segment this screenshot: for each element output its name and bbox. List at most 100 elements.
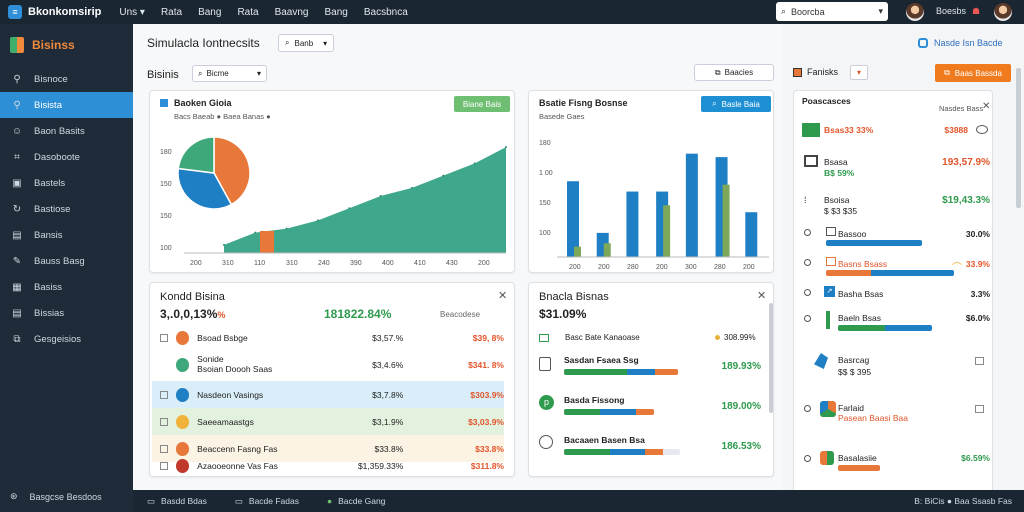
- list-item[interactable]: Basalasiie $6.59%: [802, 449, 990, 479]
- x-tick-label: 200: [190, 260, 202, 267]
- filter-dropdown[interactable]: ⌕ Banb ▾: [278, 34, 335, 52]
- sidebar-item-8[interactable]: ✎ Bauss Basg: [0, 248, 133, 274]
- status-right: B: BiCis ● Baa Ssasb Fas: [914, 496, 1012, 506]
- list-item[interactable]: Bsas33 33% $3888: [802, 121, 990, 151]
- doc-icon: [826, 257, 836, 266]
- sidebar-item-7[interactable]: ▤ Bansis: [0, 222, 133, 248]
- list-item[interactable]: ⁞ Bsoisa $ $3 $35 $19,43.3%: [802, 191, 990, 221]
- top-bar: ≡ Bkonkomsirip Uns ▾ Rata Bang Rata Baav…: [0, 0, 1024, 24]
- nav-item-4[interactable]: Rata: [237, 6, 259, 18]
- sidebar-item-10[interactable]: ▤ Bissias: [0, 300, 133, 326]
- plus-icon: ⧉: [944, 68, 950, 77]
- row-checkbox[interactable]: [160, 444, 168, 453]
- row-checkbox[interactable]: [160, 333, 168, 342]
- list-item[interactable]: Bsasa B$ 59% 193,57.9%: [802, 153, 990, 183]
- close-icon[interactable]: ✕: [982, 101, 991, 112]
- list-item[interactable]: Baeln Bsas $6.0%: [802, 309, 990, 339]
- sidebar-item-2[interactable]: ⚲ Bisista: [0, 92, 133, 118]
- top-action-button[interactable]: ⧉ Baacies: [694, 64, 774, 81]
- sidebar-footer[interactable]: ⊛ Basgcse Besdoos: [10, 491, 102, 502]
- progress-label: Sasdan Fsaea Ssg: [564, 355, 639, 365]
- pen-icon: ✎: [12, 255, 22, 267]
- checkbox-icon[interactable]: [975, 357, 984, 365]
- sidebar-item-4[interactable]: ⌗ Dasoboote: [0, 144, 133, 170]
- gift-icon: ⧉: [13, 333, 21, 345]
- sidebar-item-11[interactable]: ⧉ Gesgeisios: [0, 326, 133, 352]
- nav-item-2[interactable]: Rata: [160, 6, 183, 18]
- row-checkbox[interactable]: [160, 390, 168, 399]
- table-row[interactable]: Saeeamaastgs $3,1.9% $3,03.9%: [152, 408, 504, 435]
- row-checkbox[interactable]: [804, 315, 811, 322]
- table-row[interactable]: Bsoad Bsbge $3,57.% $39, 8%: [152, 324, 504, 351]
- sidebar-item-9[interactable]: ▦ Basiss: [0, 274, 133, 300]
- list-item-label: Bassoo: [838, 229, 867, 239]
- card-action-button[interactable]: ⌕ Basle Baia: [701, 96, 771, 112]
- status-item-2[interactable]: ▭ Bacde Fadas: [235, 496, 299, 507]
- search-icon: ⌕: [781, 6, 787, 16]
- nav-item-6[interactable]: Bang: [324, 6, 348, 18]
- header-link[interactable]: Nasde Isn Bacde: [918, 38, 1003, 48]
- row-checkbox[interactable]: [804, 289, 811, 296]
- sidebar-item-5[interactable]: ▣ Bastels: [0, 170, 133, 196]
- status-dot-icon: ●: [327, 496, 333, 506]
- row-name-line2: Bsoian Doooh Saas: [197, 363, 273, 374]
- table-row[interactable]: Sonide Bsoian Doooh Saas $3,4.6% $341. 8%: [152, 351, 504, 378]
- status-item-1[interactable]: ▭ Basdd Bdas: [147, 496, 207, 507]
- nav-item-3[interactable]: Bang: [198, 6, 222, 18]
- list-item[interactable]: Basrcag $$ $ 395: [802, 351, 990, 381]
- status-item-3[interactable]: ● Bacde Gang: [327, 496, 385, 506]
- sidebar-item-label: Bauss Basg: [34, 255, 85, 267]
- nav-item-5[interactable]: Baavng: [274, 6, 309, 18]
- row-checkbox[interactable]: [804, 259, 811, 266]
- card-action-button[interactable]: Biane Bais: [454, 96, 510, 112]
- row-checkbox[interactable]: [804, 229, 811, 236]
- sidebar-item-6[interactable]: ↻ Bastiose: [0, 196, 133, 222]
- list-item-sublabel: B$ 59%: [824, 168, 855, 178]
- scrollbar[interactable]: [769, 303, 773, 413]
- sidebar-item-3[interactable]: ☺ Baon Basits: [0, 118, 133, 144]
- search-icon: ⌕: [198, 68, 203, 78]
- avatar[interactable]: [906, 3, 924, 21]
- y-tick-label: 100: [160, 245, 172, 252]
- nav-item-1[interactable]: Uns ▾: [119, 6, 145, 18]
- card-action-label: Basle Baia: [721, 99, 760, 109]
- table-row[interactable]: Beaccenn Fasng Fas $33.8% $33.8%: [152, 435, 504, 462]
- data-point: [285, 227, 288, 230]
- sidebar-item-label: Bisnoce: [34, 73, 68, 85]
- eye-icon[interactable]: [976, 125, 988, 134]
- sidebar-item-1[interactable]: ⚲ Bisnoce: [0, 66, 133, 92]
- scrollbar[interactable]: [1016, 68, 1021, 208]
- row-checkbox[interactable]: [160, 417, 168, 426]
- section-filter-dropdown[interactable]: ⌕ Bicme ▾: [192, 65, 267, 82]
- refresh-icon: ↻: [12, 203, 22, 215]
- row-checkbox[interactable]: [804, 405, 811, 412]
- avatar-secondary[interactable]: [994, 3, 1012, 21]
- list-item[interactable]: Bassoo 30.0%: [802, 225, 990, 255]
- list-item[interactable]: Basns Bsass ⌒ 33.9%: [802, 255, 990, 285]
- drag-handle-icon[interactable]: ⁞: [804, 195, 807, 205]
- row-checkbox[interactable]: [804, 455, 811, 462]
- close-icon[interactable]: ✕: [498, 290, 508, 302]
- progress-row[interactable]: Sasdan Fsaea Ssg 189.93%: [539, 355, 769, 385]
- checkbox-icon[interactable]: [975, 405, 984, 413]
- close-icon[interactable]: ✕: [757, 290, 767, 302]
- list-item[interactable]: ↗ Basha Bsas 3.3%: [802, 285, 990, 315]
- row-value-1: $3,1.9%: [372, 416, 404, 427]
- row-value-2: $311.8%: [470, 460, 504, 471]
- row-checkbox[interactable]: [160, 461, 168, 470]
- progress-row[interactable]: Bacaaen Basen Bsa 186.53%: [539, 435, 769, 465]
- app-logo-icon[interactable]: ≡: [8, 5, 22, 19]
- sidebar-item-label: Bastiose: [34, 203, 71, 215]
- list-item[interactable]: Farlaid Pasean Baasi Baa: [802, 399, 990, 429]
- chevron-down-icon[interactable]: ▾: [850, 65, 868, 80]
- cta-button[interactable]: ⧉ Baas Bassda: [935, 64, 1011, 82]
- x-tick-label: 200: [598, 264, 610, 271]
- row-name: Azaooeonne Vas Fas: [197, 460, 278, 471]
- nav-item-7[interactable]: Bacsbnca: [363, 6, 408, 18]
- table-row[interactable]: Azaooeonne Vas Fas $1,359.33% $311.8%: [152, 452, 504, 479]
- list-item-label: Baeln Bsas: [838, 313, 881, 323]
- table-row[interactable]: Nasdeon Vasings $3,7.8% $303.9%: [152, 381, 504, 408]
- search-input[interactable]: ⌕ Boorcba ▾: [776, 2, 888, 21]
- user-name[interactable]: Boesbs: [936, 6, 967, 16]
- progress-row[interactable]: p Basda Fissong 189.00%: [539, 395, 769, 425]
